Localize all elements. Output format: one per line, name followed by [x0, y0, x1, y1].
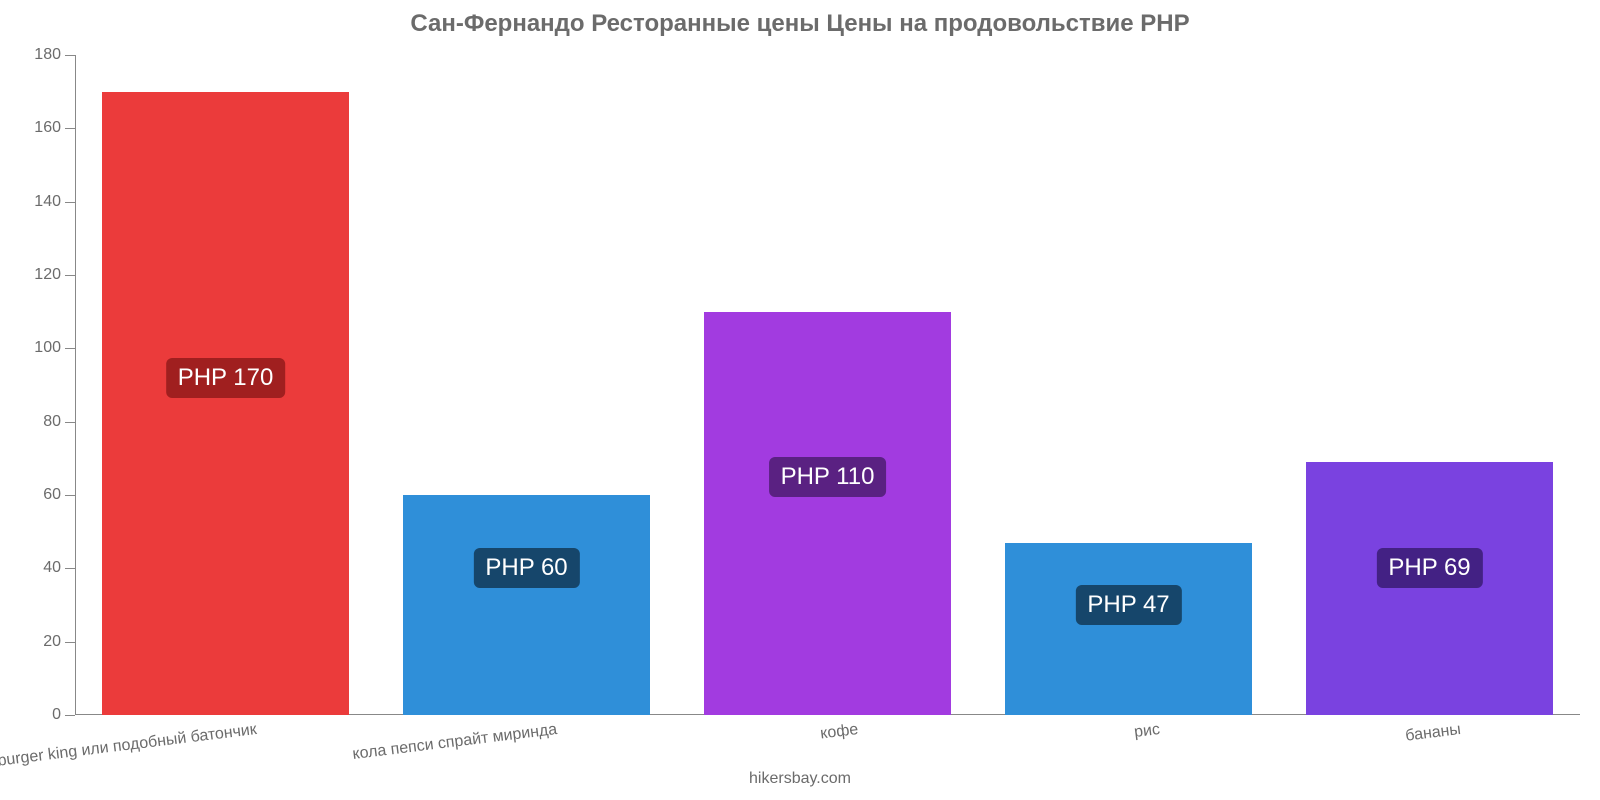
x-tick-label: рис: [1133, 721, 1161, 742]
bar-value-label: PHP 170: [166, 358, 286, 398]
chart-title: Сан-Фернандо Ресторанные цены Цены на пр…: [0, 10, 1600, 38]
plot-area: 020406080100120140160180PHP 170mac burge…: [75, 55, 1580, 715]
price-bar-chart: Сан-Фернандо Ресторанные цены Цены на пр…: [0, 0, 1600, 800]
y-axis-line: [75, 55, 76, 715]
bar-value-label: PHP 110: [769, 457, 887, 497]
y-tick-label: 0: [52, 706, 75, 724]
attribution-text: hikersbay.com: [0, 770, 1600, 788]
bar: [1306, 462, 1553, 715]
bar: [102, 92, 349, 715]
bar: [704, 312, 951, 715]
bar-value-label: PHP 69: [1376, 548, 1482, 588]
y-tick-label: 160: [34, 119, 75, 137]
x-tick-label: кола пепси спрайт миринда: [352, 721, 559, 764]
y-tick-label: 40: [43, 559, 75, 577]
x-tick-label: кофе: [820, 721, 860, 744]
y-tick-label: 120: [34, 266, 75, 284]
y-tick-label: 100: [34, 339, 75, 357]
bar: [403, 495, 650, 715]
y-tick-label: 80: [43, 413, 75, 431]
bar-value-label: PHP 47: [1075, 585, 1181, 625]
bar: [1005, 543, 1252, 715]
bar-value-label: PHP 60: [473, 548, 579, 588]
y-tick-label: 20: [43, 633, 75, 651]
x-tick-label: бананы: [1404, 721, 1462, 746]
y-tick-label: 180: [34, 46, 75, 64]
y-tick-label: 140: [34, 193, 75, 211]
x-tick-label: mac burger king или подобный батончик: [0, 721, 258, 775]
y-tick-label: 60: [43, 486, 75, 504]
